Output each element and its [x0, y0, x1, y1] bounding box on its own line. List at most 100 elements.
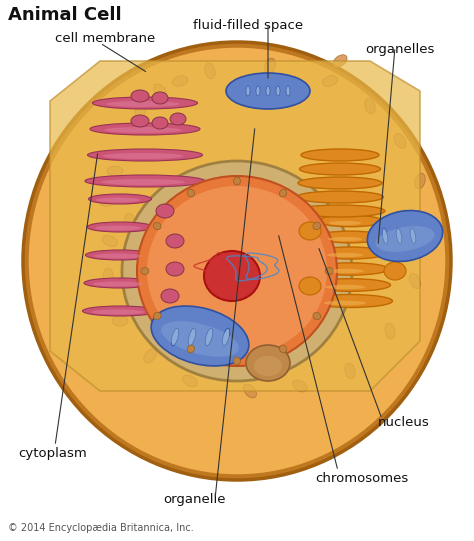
- Ellipse shape: [182, 375, 197, 387]
- Ellipse shape: [153, 312, 161, 320]
- Ellipse shape: [326, 269, 364, 273]
- Ellipse shape: [141, 267, 149, 274]
- Ellipse shape: [410, 228, 416, 244]
- Ellipse shape: [147, 186, 327, 356]
- Ellipse shape: [254, 356, 282, 376]
- Ellipse shape: [156, 204, 174, 218]
- Ellipse shape: [23, 42, 451, 480]
- Ellipse shape: [310, 279, 391, 292]
- Text: chromosomes: chromosomes: [315, 472, 408, 485]
- Text: organelle: organelle: [164, 493, 226, 506]
- Ellipse shape: [151, 306, 249, 366]
- Ellipse shape: [299, 277, 321, 295]
- Ellipse shape: [313, 247, 386, 259]
- Ellipse shape: [384, 237, 406, 255]
- Ellipse shape: [412, 246, 428, 256]
- Ellipse shape: [264, 58, 275, 74]
- Ellipse shape: [276, 86, 280, 96]
- Ellipse shape: [300, 163, 381, 175]
- Ellipse shape: [328, 237, 362, 241]
- Ellipse shape: [101, 179, 185, 185]
- Text: © 2014 Encyclopædia Britannica, Inc.: © 2014 Encyclopædia Britannica, Inc.: [8, 523, 194, 533]
- Ellipse shape: [154, 84, 166, 98]
- Ellipse shape: [375, 226, 435, 252]
- Ellipse shape: [122, 161, 352, 381]
- Ellipse shape: [299, 222, 321, 240]
- Ellipse shape: [153, 222, 161, 229]
- Ellipse shape: [95, 226, 141, 230]
- Ellipse shape: [297, 191, 383, 203]
- Ellipse shape: [385, 323, 395, 339]
- Ellipse shape: [234, 177, 240, 185]
- Ellipse shape: [27, 46, 447, 476]
- Text: organelles: organelles: [365, 43, 434, 56]
- Ellipse shape: [226, 73, 310, 109]
- Ellipse shape: [313, 222, 321, 229]
- Ellipse shape: [171, 328, 179, 346]
- Ellipse shape: [311, 263, 389, 275]
- Ellipse shape: [415, 173, 425, 189]
- Ellipse shape: [292, 380, 308, 392]
- Ellipse shape: [256, 86, 260, 96]
- Ellipse shape: [246, 345, 290, 381]
- Ellipse shape: [188, 328, 196, 346]
- Ellipse shape: [205, 63, 215, 79]
- Polygon shape: [50, 61, 420, 391]
- Ellipse shape: [85, 250, 155, 260]
- Ellipse shape: [316, 231, 384, 243]
- Ellipse shape: [298, 177, 382, 189]
- Ellipse shape: [205, 328, 213, 346]
- Ellipse shape: [322, 76, 337, 87]
- Ellipse shape: [152, 117, 168, 129]
- Ellipse shape: [103, 153, 183, 159]
- Ellipse shape: [170, 113, 186, 125]
- Ellipse shape: [234, 357, 240, 365]
- Ellipse shape: [324, 301, 366, 305]
- Ellipse shape: [367, 210, 443, 261]
- Ellipse shape: [382, 228, 388, 244]
- Ellipse shape: [286, 86, 290, 96]
- Ellipse shape: [112, 316, 128, 326]
- Ellipse shape: [325, 285, 365, 289]
- Ellipse shape: [94, 254, 142, 259]
- Ellipse shape: [106, 101, 180, 107]
- Ellipse shape: [187, 189, 194, 197]
- Ellipse shape: [92, 309, 144, 314]
- Ellipse shape: [152, 92, 168, 104]
- Ellipse shape: [246, 86, 250, 96]
- Ellipse shape: [222, 328, 230, 346]
- Ellipse shape: [97, 195, 113, 207]
- Ellipse shape: [161, 321, 239, 357]
- Ellipse shape: [90, 123, 200, 135]
- Ellipse shape: [308, 294, 392, 307]
- Ellipse shape: [84, 278, 156, 288]
- Ellipse shape: [96, 197, 140, 202]
- Ellipse shape: [93, 281, 143, 287]
- Text: fluid-filled space: fluid-filled space: [193, 19, 303, 32]
- Text: cytoplasm: cytoplasm: [18, 446, 87, 459]
- Ellipse shape: [394, 134, 406, 148]
- Ellipse shape: [125, 213, 135, 229]
- Ellipse shape: [345, 363, 355, 379]
- Ellipse shape: [102, 235, 118, 247]
- Ellipse shape: [420, 223, 430, 239]
- Ellipse shape: [161, 289, 179, 303]
- Ellipse shape: [365, 98, 375, 114]
- Ellipse shape: [280, 189, 287, 197]
- Ellipse shape: [82, 306, 157, 316]
- Ellipse shape: [107, 166, 123, 176]
- Ellipse shape: [313, 312, 321, 320]
- Ellipse shape: [325, 267, 333, 274]
- Ellipse shape: [295, 205, 385, 217]
- Ellipse shape: [166, 234, 184, 248]
- Ellipse shape: [384, 262, 406, 280]
- Ellipse shape: [204, 251, 260, 301]
- Ellipse shape: [88, 149, 202, 161]
- Ellipse shape: [187, 345, 194, 353]
- Ellipse shape: [318, 215, 383, 227]
- Text: Animal Cell: Animal Cell: [8, 6, 122, 24]
- Ellipse shape: [280, 345, 287, 353]
- Ellipse shape: [89, 194, 152, 204]
- Ellipse shape: [333, 55, 347, 67]
- Ellipse shape: [137, 176, 337, 366]
